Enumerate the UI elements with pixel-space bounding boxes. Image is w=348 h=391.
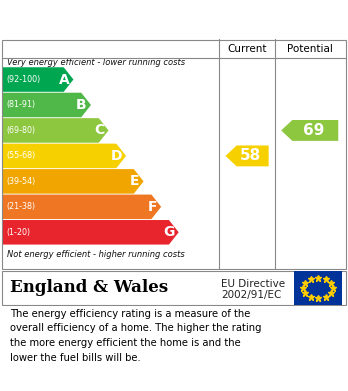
Polygon shape: [3, 195, 161, 219]
Polygon shape: [3, 220, 179, 244]
Text: Not energy efficient - higher running costs: Not energy efficient - higher running co…: [7, 250, 185, 259]
Text: G: G: [163, 225, 174, 239]
Text: 58: 58: [240, 149, 261, 163]
Text: (1-20): (1-20): [6, 228, 30, 237]
Polygon shape: [3, 93, 91, 117]
Text: A: A: [58, 72, 69, 86]
Text: (92-100): (92-100): [6, 75, 40, 84]
Polygon shape: [226, 145, 269, 166]
Text: (39-54): (39-54): [6, 177, 35, 186]
Text: B: B: [76, 98, 87, 112]
Text: 69: 69: [302, 123, 324, 138]
Text: Potential: Potential: [287, 44, 333, 54]
Text: F: F: [148, 200, 157, 214]
Text: D: D: [110, 149, 122, 163]
Text: Current: Current: [227, 44, 267, 54]
Text: Energy Efficiency Rating: Energy Efficiency Rating: [9, 10, 238, 28]
Text: England & Wales: England & Wales: [10, 280, 168, 296]
Text: (81-91): (81-91): [6, 100, 35, 109]
Text: EU Directive: EU Directive: [221, 279, 285, 289]
Polygon shape: [3, 118, 109, 143]
Text: (21-38): (21-38): [6, 202, 35, 211]
Text: 2002/91/EC: 2002/91/EC: [221, 289, 281, 300]
Polygon shape: [281, 120, 338, 141]
Polygon shape: [3, 67, 73, 92]
Text: The energy efficiency rating is a measure of the
overall efficiency of a home. T: The energy efficiency rating is a measur…: [10, 309, 262, 363]
Polygon shape: [3, 143, 126, 168]
Text: (55-68): (55-68): [6, 151, 35, 160]
Text: (69-80): (69-80): [6, 126, 35, 135]
Text: Very energy efficient - lower running costs: Very energy efficient - lower running co…: [7, 58, 185, 67]
Polygon shape: [3, 169, 144, 194]
Text: C: C: [94, 124, 104, 138]
Text: E: E: [130, 174, 140, 188]
